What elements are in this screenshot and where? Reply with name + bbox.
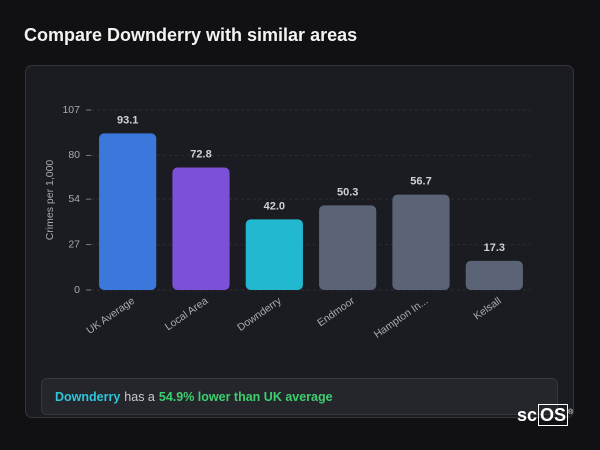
bar (99, 133, 157, 290)
logo: sc OS ® (517, 404, 574, 426)
y-tick-label: 54 (68, 193, 80, 205)
bar (319, 205, 377, 290)
page-title: Compare Downderry with similar areas (24, 25, 358, 45)
y-tick-label: 107 (62, 104, 80, 116)
bar (245, 219, 303, 290)
y-tick-label: 0 (74, 284, 80, 296)
logo-mark: ® (568, 409, 574, 416)
summary-box: Downderry has a 54.9% lower than UK averag… (41, 378, 558, 415)
summary-text: has a (124, 390, 155, 404)
value-label: 42.0 (264, 200, 285, 212)
bar (172, 167, 230, 290)
y-tick-label: 27 (68, 238, 80, 250)
value-label: 17.3 (484, 242, 505, 254)
value-label: 50.3 (337, 186, 358, 198)
x-tick-label: Kelsall (471, 295, 503, 323)
x-tick-label: Local Area (163, 295, 211, 333)
summary-highlight: 54.9% lower than UK average (158, 390, 333, 404)
value-label: 72.8 (190, 148, 211, 160)
bar (392, 194, 450, 290)
value-label: 93.1 (117, 114, 138, 126)
x-tick-label: Hampton In... (372, 295, 431, 341)
logo-text: sc (517, 405, 538, 425)
value-label: 56.7 (410, 176, 431, 188)
x-tick-label: Downderry (235, 294, 284, 333)
area-name: Downderry (55, 390, 121, 404)
bar (465, 260, 523, 290)
x-tick-label: Endmoor (315, 295, 357, 330)
y-axis-label: Crimes per 1,000 (44, 160, 56, 241)
y-tick-label: 80 (68, 149, 80, 161)
x-tick-label: UK Average (84, 295, 137, 337)
logo-box: OS (538, 404, 569, 426)
